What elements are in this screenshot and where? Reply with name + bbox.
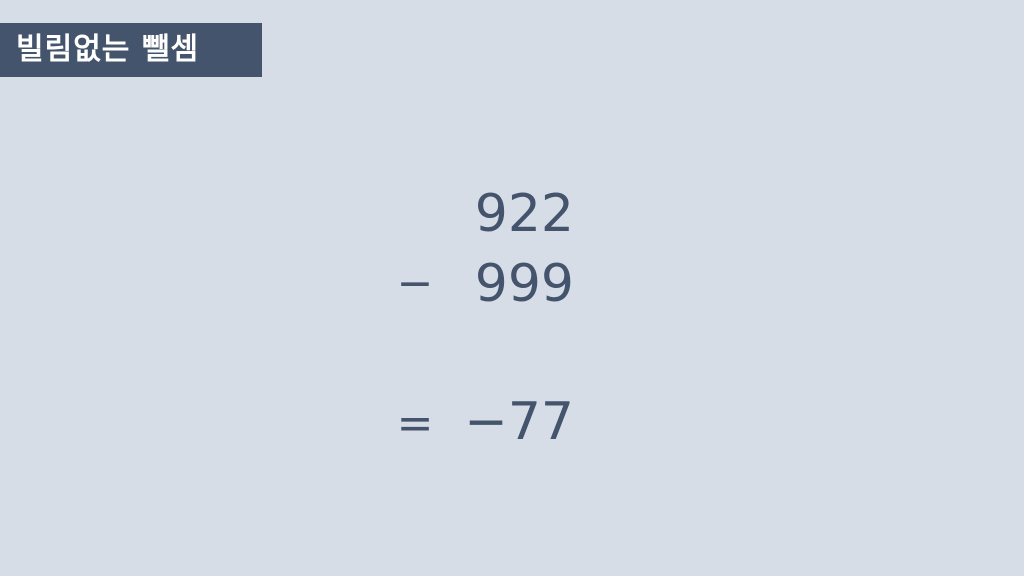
result-number: −77 [464, 392, 574, 452]
minus-sign: − [396, 258, 434, 309]
title-banner: 빌림없는 뺄셈 [0, 23, 262, 77]
equals-sign: = [396, 398, 434, 449]
page-title: 빌림없는 뺄셈 [16, 32, 200, 67]
minuend-number: 922 [474, 184, 574, 244]
subtrahend-number: 999 [474, 254, 574, 314]
